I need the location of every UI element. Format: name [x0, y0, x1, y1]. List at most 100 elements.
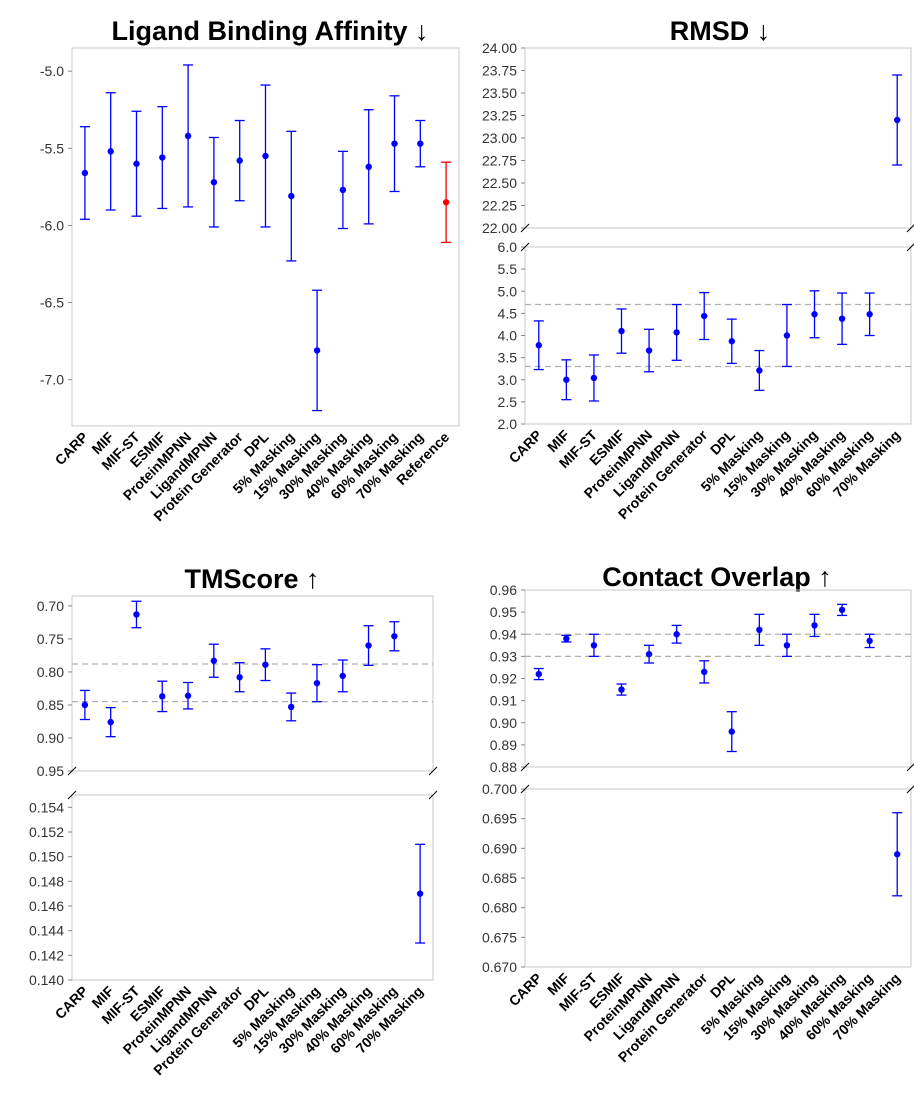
rmsd-plot: 22.00 22.25 22.50 22.75 23.00 23.25 23.50 23.75… [482, 40, 914, 522]
data-point-esmif [159, 693, 166, 700]
y-tick-label: 0.70 [37, 598, 64, 614]
y-tick-label: 4.5 [498, 305, 518, 321]
tmscore-plot: 0.70 0.75 0.80 0.85 0.90 0.95 0.140 0.142 0.144 0… [29, 595, 438, 1078]
data-point-5pct-masking [756, 626, 763, 634]
y-tick-label: 0.680 [482, 900, 517, 916]
y-tick-label: 6.0 [498, 239, 518, 255]
data-point-proteinmpnn [184, 132, 192, 140]
y-tick-label: -7.0 [40, 372, 64, 388]
y-tick-label: 0.146 [29, 898, 64, 914]
data-point-5pct-masking [288, 192, 295, 200]
data-point-mif [563, 635, 570, 642]
data-point-mif [563, 376, 570, 383]
data-point-ligandmpnn [673, 631, 680, 638]
data-point-carp [81, 701, 89, 709]
y-tick-label: 3.0 [498, 372, 518, 388]
data-point-mif-st [590, 642, 598, 649]
data-point-esmif [618, 327, 625, 335]
data-point-30pct-masking [811, 622, 818, 629]
data-point-proteinmpnn [645, 347, 653, 354]
plot-frame [524, 47, 912, 229]
data-point-dpl [728, 728, 735, 735]
data-point-ligandmpnn [673, 329, 680, 336]
data-point-ligandmpnn [210, 179, 218, 186]
data-point-proteinmpnn [645, 650, 653, 658]
data-point-70pct-masking [416, 890, 424, 897]
data-point-dpl [728, 338, 735, 345]
y-tick-label: 0.670 [482, 959, 517, 975]
data-point-60pct-masking [866, 637, 873, 645]
data-point-esmif [159, 154, 166, 161]
y-tick-label: 23.25 [482, 108, 517, 124]
data-point-40pct-masking [365, 642, 372, 649]
x-tick-label-carp: CARP [52, 429, 91, 468]
y-tick-label: 0.150 [29, 849, 64, 865]
data-point-carp [535, 342, 542, 349]
y-tick-label: 0.685 [482, 870, 517, 886]
plot-frame [71, 47, 460, 427]
plot-frame [524, 788, 912, 968]
y-tick-label: 0.91 [490, 693, 517, 709]
y-tick-label: 2.5 [498, 394, 518, 410]
y-tick-label: 0.88 [490, 759, 517, 775]
y-tick-label: 0.95 [490, 604, 517, 620]
chart-title-ligand-binding-affinity: Ligand Binding Affinity ↓ [112, 16, 429, 46]
data-point-esmif [618, 686, 625, 693]
axis-break-mark [428, 790, 438, 800]
data-point-70pct-masking [894, 851, 901, 858]
data-point-15pct-masking [313, 347, 321, 354]
data-point-dpl [262, 661, 269, 668]
y-tick-label: 0.154 [29, 799, 64, 815]
data-point-70pct-masking [894, 116, 901, 124]
y-tick-label: 22.00 [482, 220, 517, 236]
y-tick-label: 23.50 [482, 85, 517, 101]
y-tick-label: 0.93 [490, 648, 517, 664]
y-tick-label: 0.142 [29, 947, 64, 963]
y-tick-label: 0.675 [482, 929, 517, 945]
y-tick-label: 2.0 [498, 416, 518, 432]
y-tick-label: 0.92 [490, 671, 517, 687]
plot-frame [524, 589, 912, 768]
data-point-40pct-masking [365, 163, 372, 170]
y-tick-label: 0.89 [490, 737, 517, 753]
y-tick-label: 22.75 [482, 153, 517, 169]
y-tick-label: 0.148 [29, 873, 64, 889]
data-point-5pct-masking [287, 703, 295, 711]
chart-title-tmscore: TMScore ↑ [184, 564, 319, 594]
y-tick-label: -5.0 [40, 63, 64, 79]
y-tick-label: 0.75 [37, 631, 64, 647]
data-point-30pct-masking [339, 186, 347, 194]
data-point-mif [107, 148, 114, 155]
y-tick-label: 0.140 [29, 972, 64, 988]
y-tick-label: 22.50 [482, 175, 517, 191]
x-tick-label-carp: CARP [506, 970, 545, 1009]
data-point-15pct-masking [783, 332, 791, 339]
chart-title-rmsd: RMSD ↓ [670, 16, 771, 46]
y-tick-label: 23.00 [482, 130, 517, 146]
y-tick-label: 5.5 [498, 261, 518, 277]
ligand-binding-affinity-plot: -5.0-5.5-6.0-6.5-7.0CARPMIFMIF-STESMIFPr… [40, 47, 460, 524]
axis-break-mark [67, 766, 77, 776]
x-tick-label-carp: CARP [506, 427, 545, 466]
data-point-40pct-masking [838, 606, 846, 614]
plot-frame [71, 794, 434, 981]
y-tick-label: 5.0 [498, 283, 518, 299]
axis-break-mark [520, 223, 530, 233]
y-tick-label: 0.94 [490, 626, 517, 642]
data-point-carp [535, 670, 542, 678]
data-point-ligandmpnn [210, 657, 218, 664]
axis-break-mark [520, 784, 530, 794]
y-tick-label: 3.5 [498, 350, 518, 366]
data-point-mif-st [133, 160, 140, 167]
data-point-30pct-masking [811, 311, 818, 318]
y-tick-label: -6.5 [40, 295, 64, 311]
chart-title-contact-overlap: Contact Overlap ↑ [602, 562, 832, 592]
data-point-protein-generator [701, 668, 708, 676]
data-point-15pct-masking [783, 642, 791, 649]
data-point-mif-st [590, 374, 598, 382]
data-point-60pct-masking [866, 311, 873, 318]
contact-overlap-plot: 0.88 0.89 0.90 0.91 0.92 0.93 0.94 0.95 0.96 0.67… [482, 582, 914, 1065]
y-tick-label: 4.0 [498, 328, 518, 344]
data-point-mif [107, 718, 114, 726]
